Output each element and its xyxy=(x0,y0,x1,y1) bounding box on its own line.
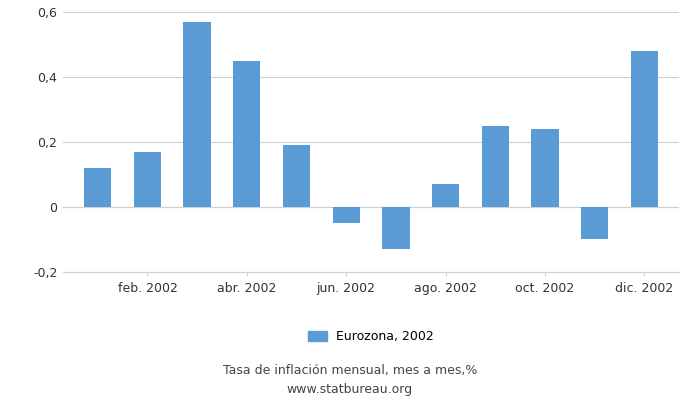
Bar xyxy=(283,145,310,207)
Bar xyxy=(134,152,161,207)
Bar xyxy=(631,51,658,207)
Bar xyxy=(233,61,260,207)
Bar xyxy=(482,126,509,207)
Legend: Eurozona, 2002: Eurozona, 2002 xyxy=(302,325,440,348)
Bar xyxy=(581,207,608,240)
Bar xyxy=(382,207,410,249)
Text: www.statbureau.org: www.statbureau.org xyxy=(287,383,413,396)
Bar xyxy=(183,22,211,207)
Bar xyxy=(432,184,459,207)
Bar xyxy=(84,168,111,207)
Text: Tasa de inflación mensual, mes a mes,%: Tasa de inflación mensual, mes a mes,% xyxy=(223,364,477,377)
Bar xyxy=(332,207,360,223)
Bar xyxy=(531,129,559,207)
